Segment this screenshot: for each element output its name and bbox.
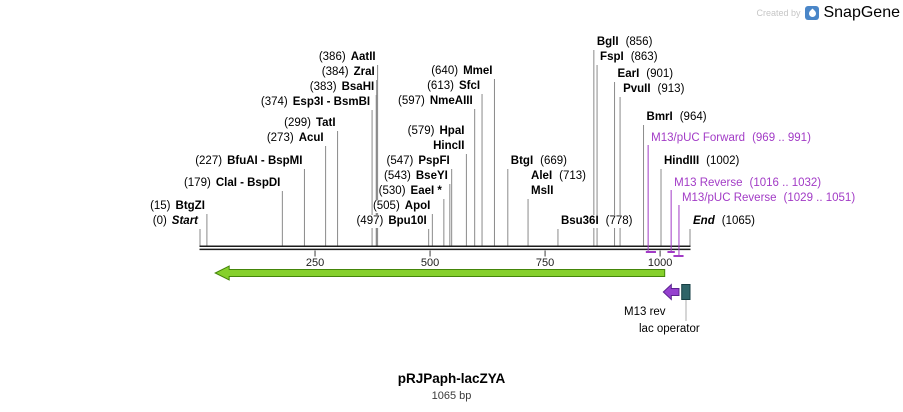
primer-label-m13-puc-forward[interactable]: M13/pUC Forward (969 .. 991) bbox=[651, 132, 811, 145]
ruler-tick-label: 750 bbox=[536, 257, 554, 269]
site-label-nmeaiii[interactable]: (597) NmeAIII bbox=[398, 95, 473, 108]
site-label-aatii[interactable]: (386) AatII bbox=[318, 51, 376, 64]
snapgene-flame-icon bbox=[807, 8, 818, 18]
site-label-sfci[interactable]: (613) SfcI bbox=[427, 80, 481, 93]
site-label-clai-bspdi[interactable]: (179) ClaI - BspDI bbox=[183, 177, 281, 190]
title-block: pRJPaph-lacZYA 1065 bp bbox=[0, 371, 903, 402]
ruler-tick-label: 500 bbox=[421, 257, 439, 269]
snapgene-logo-icon bbox=[805, 6, 820, 20]
site-label-acui[interactable]: (273) AcuI bbox=[266, 132, 324, 145]
site-label-hincii[interactable]: HincII bbox=[433, 140, 465, 153]
primer-label-m13-reverse[interactable]: M13 Reverse (1016 .. 1032) bbox=[674, 177, 822, 190]
ruler-tick-label: 250 bbox=[306, 257, 324, 269]
site-label-hpai[interactable]: (579) HpaI bbox=[407, 125, 465, 138]
feature-arrow-green[interactable] bbox=[214, 265, 666, 281]
site-label-eaei[interactable]: (530) EaeI * bbox=[378, 185, 442, 198]
site-label-mmei[interactable]: (640) MmeI bbox=[431, 65, 493, 78]
watermark-created-by: Created by bbox=[756, 8, 801, 18]
site-label-tati[interactable]: (299) TatI bbox=[284, 117, 336, 130]
site-label-hindiii[interactable]: HindIII (1002) bbox=[664, 155, 740, 168]
site-label-bgli[interactable]: BglI (856) bbox=[596, 36, 653, 49]
site-label-msli[interactable]: MslI bbox=[531, 185, 554, 198]
site-label-bsahi[interactable]: (383) BsaHI bbox=[309, 81, 375, 94]
site-label-btgzi[interactable]: (15) BtgZI bbox=[150, 200, 205, 213]
primer-label-m13-puc-reverse[interactable]: M13/pUC Reverse (1029 .. 1051) bbox=[681, 192, 856, 205]
lac-operator-feature-label[interactable]: lac operator bbox=[639, 323, 700, 335]
site-label-fspi[interactable]: FspI (863) bbox=[600, 51, 658, 64]
map-title: pRJPaph-lacZYA bbox=[397, 371, 506, 386]
site-label-bsu36i[interactable]: Bsu36I (778) bbox=[560, 215, 633, 228]
site-label-start[interactable]: (0) Start bbox=[152, 215, 198, 228]
site-label-apoi[interactable]: (505) ApoI bbox=[372, 200, 431, 213]
site-label-esp3i-bsmbi[interactable]: (374) Esp3I - BsmBI bbox=[260, 96, 371, 109]
feature-box-lac-operator[interactable] bbox=[681, 284, 691, 300]
site-label-zrai[interactable]: (384) ZraI bbox=[321, 66, 375, 79]
site-label-eari[interactable]: EarI (901) bbox=[617, 68, 674, 81]
site-label-btgi[interactable]: BtgI (669) bbox=[510, 155, 568, 168]
ruler-tick-label: 1000 bbox=[648, 257, 672, 269]
m13-rev-feature-label[interactable]: M13 rev bbox=[624, 306, 666, 318]
site-label-alei[interactable]: AleI (713) bbox=[531, 170, 586, 183]
site-label-bmri[interactable]: BmrI (964) bbox=[646, 111, 707, 124]
site-label-pspfi[interactable]: (547) PspFI bbox=[386, 155, 450, 168]
site-label-bseyi[interactable]: (543) BseYI bbox=[384, 170, 448, 183]
map-length: 1065 bp bbox=[431, 390, 472, 402]
feature-arrow-m13-rev[interactable] bbox=[662, 283, 680, 301]
site-label-end[interactable]: End (1065) bbox=[693, 215, 755, 228]
watermark-brand: SnapGene bbox=[823, 4, 900, 21]
watermark: Created by SnapGene bbox=[756, 4, 900, 22]
site-label-pvuii[interactable]: PvuII (913) bbox=[623, 83, 685, 96]
site-label-bpu10i[interactable]: (497) Bpu10I bbox=[356, 215, 427, 228]
site-label-bfuai-bspmi[interactable]: (227) BfuAI - BspMI bbox=[195, 155, 303, 168]
